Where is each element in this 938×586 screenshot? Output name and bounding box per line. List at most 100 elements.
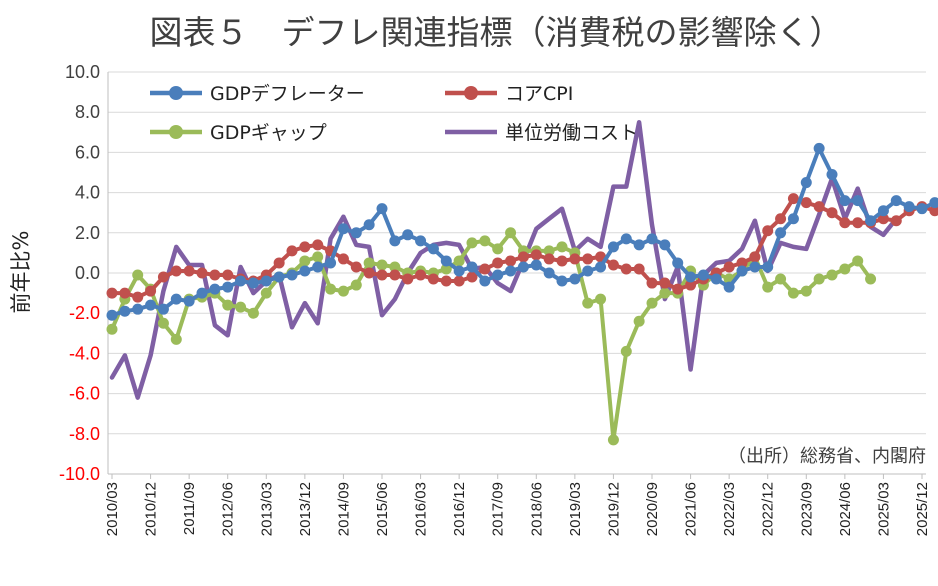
data-point bbox=[415, 269, 427, 281]
data-point bbox=[325, 283, 337, 295]
data-point bbox=[106, 309, 118, 321]
data-point bbox=[672, 283, 684, 295]
x-tick-label: 2023/09 bbox=[798, 482, 815, 536]
data-point bbox=[132, 303, 144, 315]
data-point bbox=[119, 287, 131, 299]
x-tick-label: 2022/03 bbox=[721, 482, 738, 536]
series-2 bbox=[106, 227, 877, 446]
y-tick-label: 8.0 bbox=[75, 102, 100, 122]
data-point bbox=[376, 269, 388, 281]
data-point bbox=[363, 267, 375, 279]
source-note: （出所）総務省、内閣府 bbox=[728, 446, 926, 467]
data-point bbox=[299, 255, 311, 267]
data-point bbox=[260, 287, 272, 299]
data-point bbox=[415, 235, 427, 247]
data-point bbox=[607, 259, 619, 271]
y-axis-label: 前年比% bbox=[9, 231, 33, 314]
data-point bbox=[312, 239, 324, 251]
data-point bbox=[775, 213, 787, 225]
data-point bbox=[350, 227, 362, 239]
data-point bbox=[762, 225, 774, 237]
data-point bbox=[299, 265, 311, 277]
data-point bbox=[749, 261, 761, 273]
data-point bbox=[736, 265, 748, 277]
data-point bbox=[389, 261, 401, 273]
data-point bbox=[813, 201, 825, 213]
data-point bbox=[826, 207, 838, 219]
data-point bbox=[479, 263, 491, 275]
data-point bbox=[273, 271, 285, 283]
data-point bbox=[762, 281, 774, 293]
data-point bbox=[273, 257, 285, 269]
y-tick-label: -2.0 bbox=[69, 303, 100, 323]
data-point bbox=[852, 217, 864, 229]
x-tick-label: 2024/06 bbox=[837, 482, 854, 536]
data-point bbox=[543, 267, 555, 279]
data-point bbox=[659, 239, 671, 251]
data-point bbox=[170, 293, 182, 305]
legend-marker bbox=[169, 125, 183, 139]
data-point bbox=[607, 434, 619, 446]
y-tick-label: 0.0 bbox=[75, 263, 100, 283]
data-point bbox=[170, 333, 182, 345]
data-point bbox=[222, 299, 234, 311]
x-tick-label: 2010/03 bbox=[104, 482, 121, 536]
data-point bbox=[337, 285, 349, 297]
x-tick-label: 2018/06 bbox=[528, 482, 545, 536]
data-point bbox=[157, 317, 169, 329]
data-point bbox=[530, 249, 542, 261]
x-tick-label: 2019/12 bbox=[605, 482, 622, 536]
data-point bbox=[646, 297, 658, 309]
data-point bbox=[659, 287, 671, 299]
data-point bbox=[376, 259, 388, 271]
x-tick-label: 2013/12 bbox=[297, 482, 314, 536]
data-point bbox=[505, 255, 517, 267]
data-point bbox=[453, 275, 465, 287]
data-point bbox=[890, 215, 902, 227]
data-point bbox=[170, 265, 182, 277]
data-point bbox=[363, 219, 375, 231]
data-point bbox=[697, 269, 709, 281]
data-point bbox=[132, 291, 144, 303]
y-tick-label: -8.0 bbox=[69, 424, 100, 444]
data-point bbox=[543, 253, 555, 265]
data-point bbox=[929, 197, 938, 209]
data-point bbox=[106, 287, 118, 299]
y-tick-label: 10.0 bbox=[65, 62, 100, 82]
legend-item-1: コアCPI bbox=[445, 83, 573, 105]
data-point bbox=[556, 241, 568, 253]
data-point bbox=[479, 235, 491, 247]
data-point bbox=[402, 229, 414, 241]
data-point bbox=[633, 315, 645, 327]
data-point bbox=[350, 261, 362, 273]
data-point bbox=[569, 253, 581, 265]
data-point bbox=[286, 269, 298, 281]
data-point bbox=[440, 275, 452, 287]
data-point bbox=[685, 271, 697, 283]
data-point bbox=[787, 193, 799, 205]
series-0 bbox=[106, 142, 938, 321]
data-point bbox=[826, 169, 838, 181]
data-point bbox=[312, 251, 324, 263]
chart-title: 図表５ デフレ関連指標（消費税の影響除く） bbox=[150, 13, 843, 52]
data-point bbox=[556, 275, 568, 287]
x-tick-label: 2012/06 bbox=[220, 482, 237, 536]
data-point bbox=[427, 243, 439, 255]
data-point bbox=[530, 259, 542, 271]
legend-label: GDPギャップ bbox=[210, 122, 327, 144]
legend-item-3: 単位労働コスト bbox=[445, 122, 638, 144]
data-point bbox=[787, 213, 799, 225]
data-point bbox=[466, 261, 478, 273]
y-tick-label: -6.0 bbox=[69, 384, 100, 404]
data-point bbox=[903, 201, 915, 213]
legend-item-0: GDPデフレーター bbox=[150, 83, 365, 105]
data-point bbox=[800, 197, 812, 209]
data-point bbox=[247, 277, 259, 289]
data-point bbox=[466, 271, 478, 283]
data-point bbox=[620, 263, 632, 275]
legend-marker bbox=[464, 86, 478, 100]
data-point bbox=[106, 323, 118, 335]
data-point bbox=[620, 233, 632, 245]
data-point bbox=[209, 269, 221, 281]
